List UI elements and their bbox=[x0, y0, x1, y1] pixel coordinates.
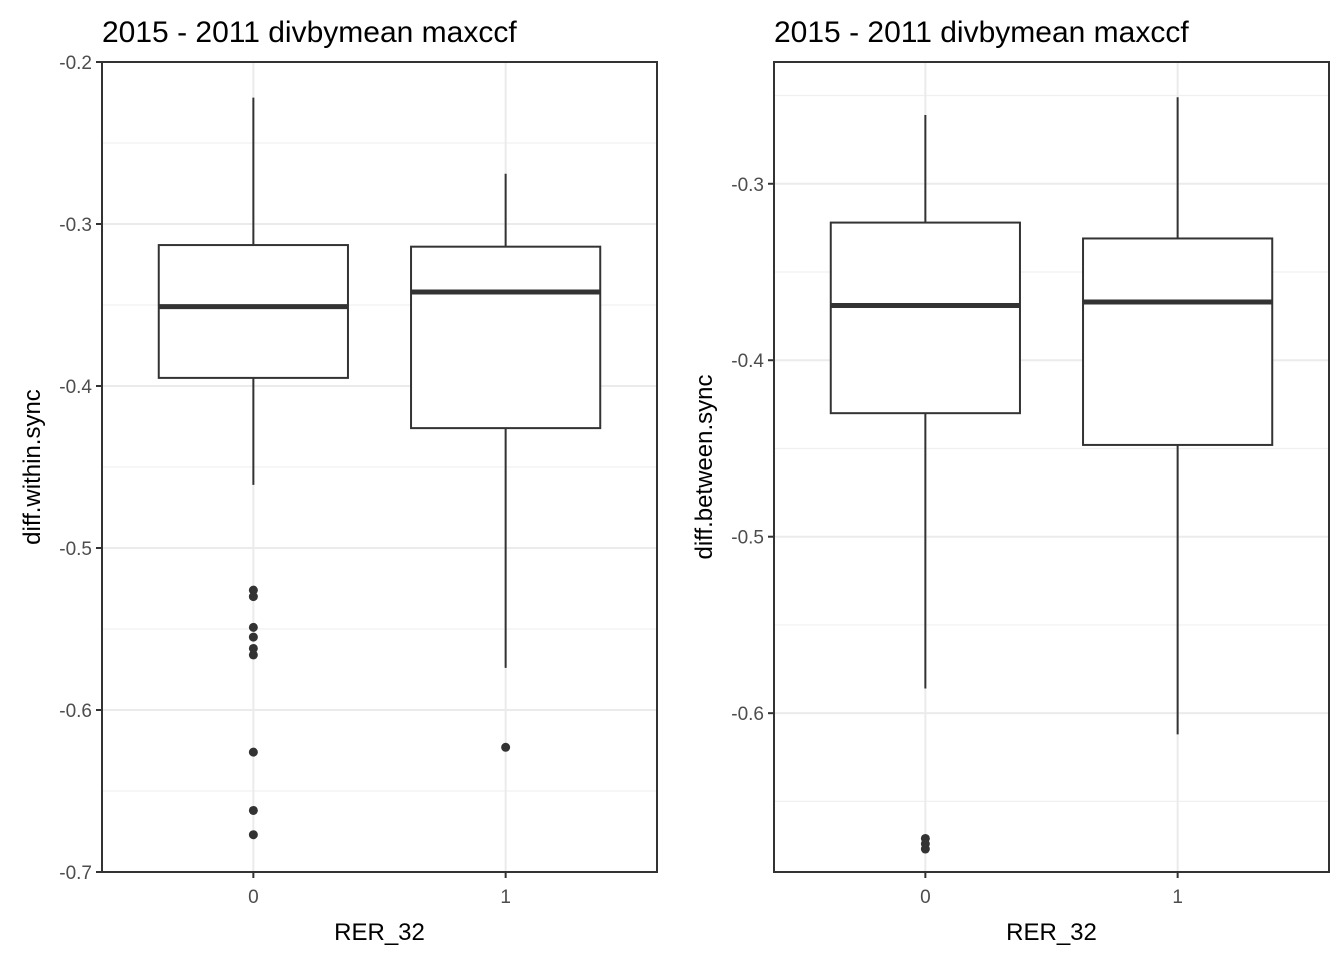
y-tick-label: -0.4 bbox=[59, 377, 92, 398]
x-tick-label: 1 bbox=[1172, 887, 1183, 908]
chart-title: 2015 - 2011 divbymean maxccf bbox=[774, 16, 1189, 49]
outlier-point bbox=[501, 742, 511, 752]
outlier-point bbox=[248, 643, 258, 653]
outlier-point bbox=[248, 805, 258, 815]
y-axis-title: diff.within.sync bbox=[19, 389, 46, 545]
box-0 bbox=[157, 97, 349, 840]
y-tick-label: -0.5 bbox=[59, 539, 92, 560]
box-iqr bbox=[410, 245, 602, 430]
box-0 bbox=[829, 114, 1021, 854]
panel-border bbox=[773, 61, 1330, 873]
panel-border bbox=[101, 61, 658, 873]
y-tick-label: -0.6 bbox=[59, 701, 92, 722]
box-iqr bbox=[829, 221, 1021, 415]
outlier-point bbox=[248, 585, 258, 595]
x-axis-title: RER_32 bbox=[334, 919, 425, 946]
y-tick-label: -0.3 bbox=[59, 215, 92, 236]
box-iqr bbox=[157, 244, 349, 379]
outlier-point bbox=[248, 622, 258, 632]
y-tick-label: -0.6 bbox=[731, 704, 764, 725]
box-1 bbox=[1082, 97, 1274, 735]
y-tick-label: -0.2 bbox=[59, 53, 92, 74]
x-tick-label: 1 bbox=[500, 887, 511, 908]
outlier-point bbox=[248, 747, 258, 757]
x-tick-label: 0 bbox=[920, 887, 931, 908]
x-tick-label: 0 bbox=[248, 887, 259, 908]
y-tick-label: -0.7 bbox=[59, 863, 92, 884]
chart-title: 2015 - 2011 divbymean maxccf bbox=[102, 16, 517, 49]
y-tick-label: -0.5 bbox=[731, 528, 764, 549]
x-axis-title: RER_32 bbox=[1006, 919, 1097, 946]
outlier-point bbox=[248, 830, 258, 840]
y-axis-title: diff.between.sync bbox=[691, 374, 718, 559]
left-boxplot-panel: -0.2 -0.3 -0.4 -0.5 -0.6 -0.7 0 1 2015 - 2011 di… bbox=[19, 16, 658, 946]
panel-background bbox=[774, 62, 1329, 872]
outlier-point bbox=[248, 650, 258, 660]
right-boxplot-panel: -0.3 -0.4 -0.5 -0.6 0 1 2015 - 2011 divbymean … bbox=[691, 16, 1330, 946]
outlier-point bbox=[248, 592, 258, 602]
box-1 bbox=[410, 173, 602, 752]
y-tick-label: -0.3 bbox=[731, 175, 764, 196]
outlier-point bbox=[248, 632, 258, 642]
box-iqr bbox=[1082, 237, 1274, 446]
y-tick-label: -0.4 bbox=[731, 351, 764, 372]
outlier-point bbox=[920, 844, 930, 854]
